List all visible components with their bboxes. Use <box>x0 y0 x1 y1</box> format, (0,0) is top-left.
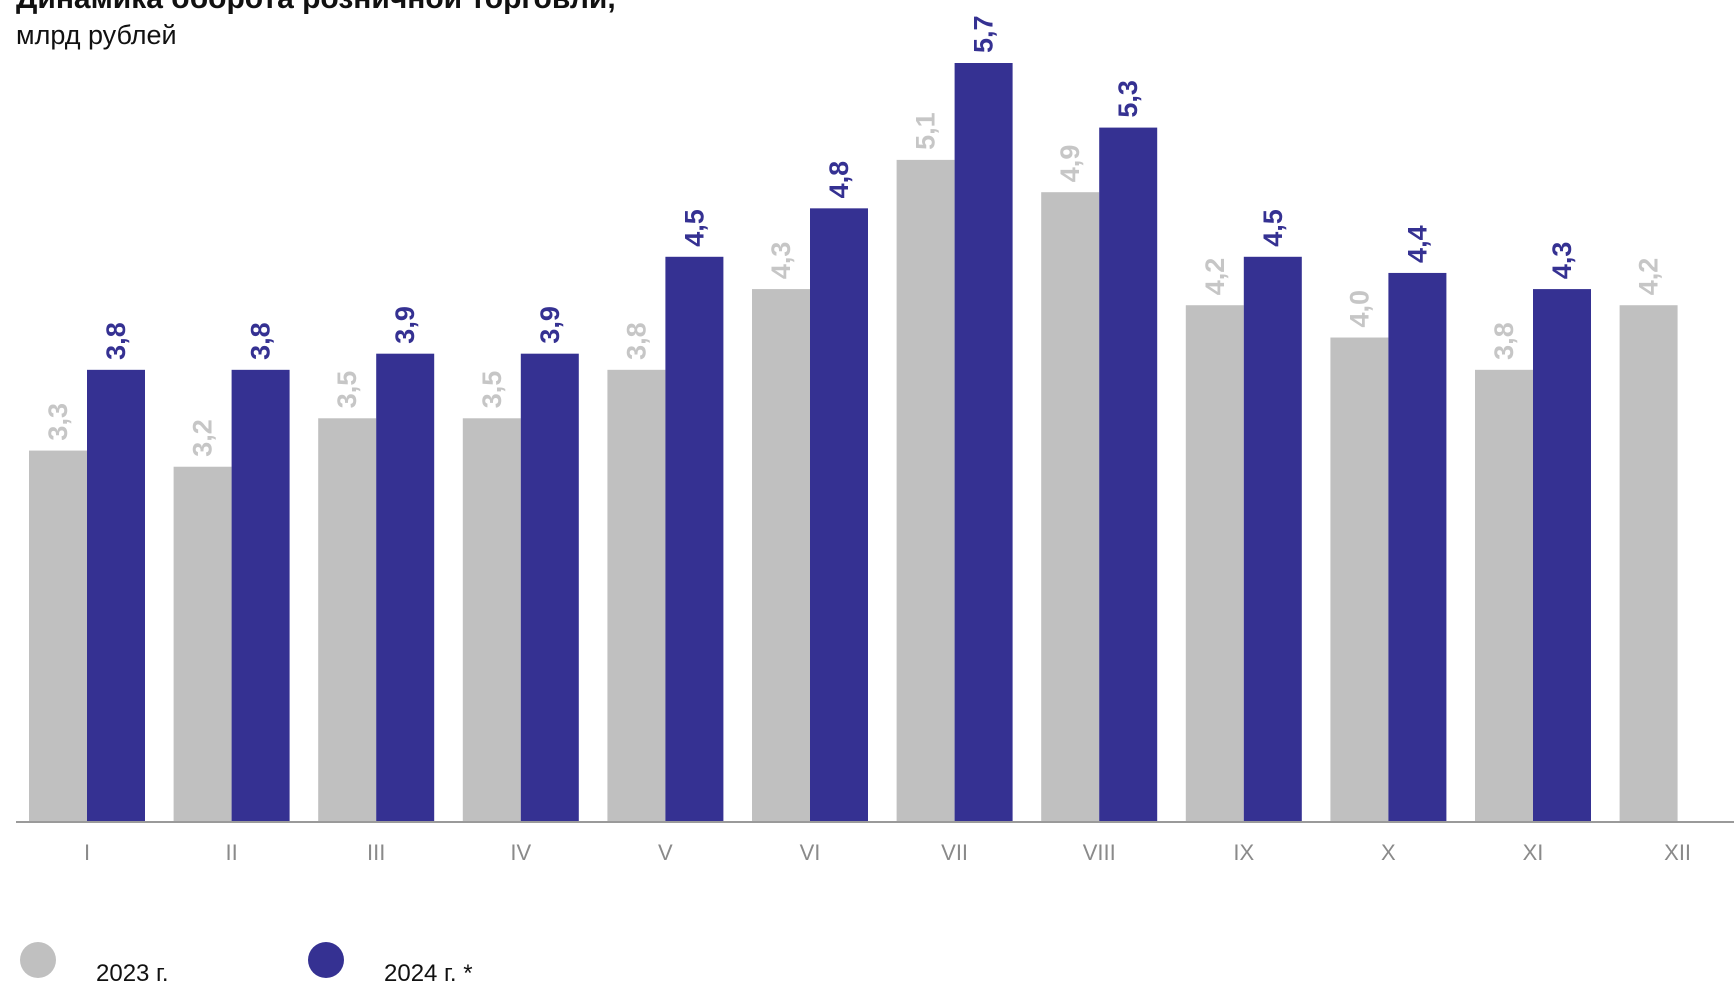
data-label-2023-II: 3,2 <box>188 419 218 457</box>
x-tick-label-VIII: VIII <box>1083 840 1116 865</box>
bar-2023-VIII <box>1041 192 1100 823</box>
legend-item-2023: 2023 г. <box>20 940 169 987</box>
bar-2024-II <box>231 369 290 822</box>
legend-label-2024: 2024 г. * <box>384 960 473 987</box>
bar-2024-XI <box>1533 289 1591 823</box>
data-label-2024-V: 4,5 <box>679 209 709 247</box>
data-label-2024-VI: 4,8 <box>824 161 854 199</box>
bar-2024-VI <box>810 208 868 822</box>
data-label-2023-IX: 4,2 <box>1200 258 1230 296</box>
x-tick-label-V: V <box>658 840 673 865</box>
data-label-2023-VI: 4,3 <box>766 242 796 280</box>
x-tick-label-I: I <box>84 840 90 865</box>
data-label-2023-VIII: 4,9 <box>1055 145 1085 183</box>
bar-chart: 3,3 3,8 I 3,2 3,8 II 3,5 3,9 III 3,5 3,9 IV 3,8 4,5 V 4… <box>16 15 1734 865</box>
x-tick-label-VII: VII <box>941 840 968 865</box>
bar-2023-III <box>318 418 377 822</box>
bar-2024-VII <box>954 63 1013 822</box>
data-label-2024-I: 3,8 <box>101 322 131 360</box>
bar-2024-V <box>665 256 724 822</box>
legend-item-2024: 2024 г. * <box>308 940 473 987</box>
data-label-2024-VII: 5,7 <box>969 15 999 53</box>
bar-2023-I <box>29 450 87 822</box>
bar-2023-VI <box>752 289 810 823</box>
bar-2024-III <box>376 353 435 822</box>
data-label-2023-V: 3,8 <box>621 322 651 360</box>
data-label-2024-IX: 4,5 <box>1258 209 1288 247</box>
bar-2024-IV <box>520 353 579 822</box>
x-tick-label-IV: IV <box>510 840 531 865</box>
data-label-2023-IV: 3,5 <box>477 371 507 409</box>
legend-swatch-2023 <box>20 942 56 978</box>
bar-2023-IV <box>462 418 521 822</box>
x-tick-label-X: X <box>1381 840 1396 865</box>
x-tick-label-XII: XII <box>1664 840 1691 865</box>
chart-subtitle: млрд рублей <box>16 20 177 50</box>
bar-2024-VIII <box>1099 127 1158 822</box>
bar-2023-X <box>1330 337 1389 822</box>
x-tick-label-II: II <box>225 840 237 865</box>
x-tick-label-VI: VI <box>800 840 821 865</box>
data-label-2023-VII: 5,1 <box>911 112 941 150</box>
bar-2023-XII <box>1619 305 1678 823</box>
data-label-2024-III: 3,9 <box>390 306 420 344</box>
x-tick-label-III: III <box>367 840 385 865</box>
bar-2023-V <box>607 369 666 822</box>
data-label-2024-X: 4,4 <box>1402 225 1432 263</box>
data-label-2023-XI: 3,8 <box>1489 322 1519 360</box>
data-label-2024-VIII: 5,3 <box>1113 80 1143 118</box>
bar-2023-IX <box>1185 305 1244 823</box>
x-tick-label-XI: XI <box>1523 840 1544 865</box>
legend-label-2023: 2023 г. <box>96 960 169 987</box>
chart-title: Динамика оборота розничной торговли, <box>16 0 616 16</box>
x-tick-label-IX: IX <box>1233 840 1254 865</box>
bar-2023-VII <box>896 159 955 822</box>
bar-2024-X <box>1388 272 1447 822</box>
data-label-2024-IV: 3,9 <box>535 306 565 344</box>
bar-2024-I <box>87 369 145 822</box>
bar-2024-IX <box>1243 256 1302 822</box>
data-label-2023-I: 3,3 <box>43 403 73 441</box>
data-label-2024-II: 3,8 <box>246 322 276 360</box>
data-label-2023-XII: 4,2 <box>1634 258 1664 296</box>
data-label-2024-XI: 4,3 <box>1547 242 1577 280</box>
data-label-2023-X: 4,0 <box>1344 290 1374 328</box>
legend-swatch-2024 <box>308 942 344 978</box>
data-label-2023-III: 3,5 <box>332 371 362 409</box>
bar-2023-II <box>173 466 232 822</box>
bar-2023-XI <box>1475 369 1533 822</box>
